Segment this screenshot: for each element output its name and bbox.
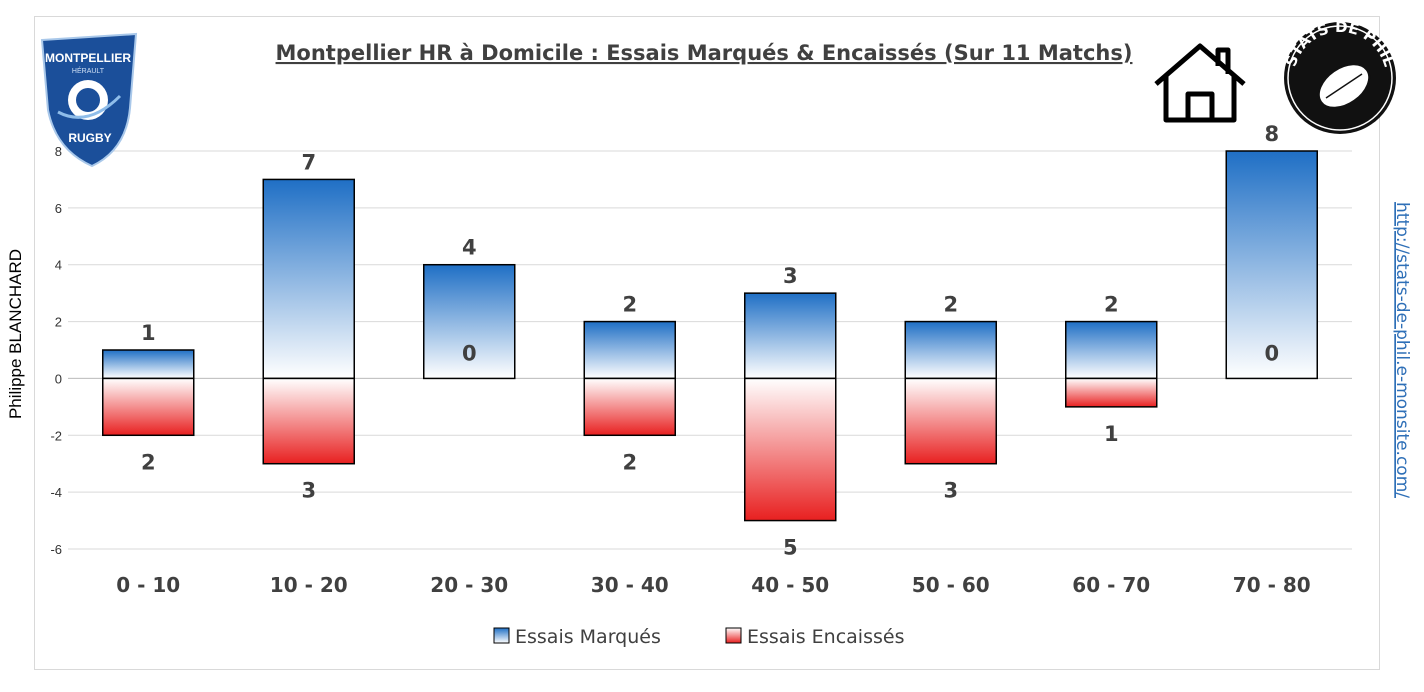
y-tick-label: -4: [50, 485, 62, 500]
bar-conceded: [583, 377, 676, 437]
legend-swatch-conceded: [725, 627, 742, 644]
x-category-label: 20 - 30: [430, 573, 508, 597]
x-category-label: 0 - 10: [116, 573, 180, 597]
bar-scored: [102, 349, 195, 380]
gridlines: [68, 150, 1352, 550]
legend-swatch-scored: [493, 627, 510, 644]
y-tick-label: 2: [55, 315, 62, 330]
data-label-scored: 8: [1264, 122, 1279, 146]
y-tick-label: -2: [50, 428, 62, 443]
data-label-scored: 1: [141, 321, 156, 345]
data-labels: 1 2 7 3 4 0 2 2 3 5 2 3 2 1 8 0: [141, 122, 1279, 560]
y-tick-label: -6: [50, 542, 62, 557]
bar-conceded: [1065, 377, 1158, 408]
house-icon: [1154, 43, 1246, 123]
data-label-conceded: 0: [1264, 341, 1279, 365]
website-link[interactable]: http://stats-de-phil.e-monsite.com/: [1392, 202, 1412, 498]
data-label-conceded: 3: [301, 479, 316, 503]
bars: [102, 150, 1318, 522]
data-label-scored: 7: [301, 150, 316, 174]
y-axis-ticks: 8 6 4 2 0 -2 -4 -6: [50, 144, 62, 557]
y-tick-label: 6: [55, 201, 62, 216]
x-category-label: 50 - 60: [912, 573, 990, 597]
data-label-conceded: 2: [622, 450, 637, 474]
x-category-label: 70 - 80: [1233, 573, 1311, 597]
bar-scored: [583, 320, 676, 380]
y-tick-label: 0: [55, 371, 62, 386]
y-tick-label: 8: [55, 144, 62, 159]
x-category-label: 60 - 70: [1072, 573, 1150, 597]
legend-label-conceded: Essais Encaissés: [747, 626, 904, 648]
data-label-scored: 2: [622, 293, 637, 317]
bar-conceded: [102, 377, 195, 437]
bar-scored: [1065, 320, 1158, 380]
bar-conceded: [904, 377, 997, 465]
x-category-label: 40 - 50: [751, 573, 829, 597]
club-logo-mid-text: HÉRAULT: [72, 66, 105, 75]
bar-conceded: [262, 377, 355, 465]
chart-title: Montpellier HR à Domicile : Essais Marqu…: [276, 41, 1133, 65]
data-label-scored: 2: [943, 293, 958, 317]
data-label-conceded: 5: [783, 536, 798, 560]
legend-label-scored: Essais Marqués: [515, 626, 661, 648]
bar-conceded: [744, 377, 837, 522]
stats-de-phil-logo: STATS DE PHIL: [1282, 18, 1398, 134]
x-category-label: 10 - 20: [270, 573, 348, 597]
data-label-scored: 3: [783, 264, 798, 288]
data-label-scored: 2: [1104, 293, 1119, 317]
club-logo: MONTPELLIER HÉRAULT RUGBY: [40, 32, 138, 168]
bar-scored: [1225, 150, 1318, 380]
y-tick-label: 4: [55, 258, 62, 273]
club-logo-bottom-text: RUGBY: [68, 131, 111, 145]
data-label-conceded: 1: [1104, 422, 1119, 446]
bar-scored: [262, 178, 355, 380]
data-label-conceded: 0: [462, 341, 477, 365]
x-category-label: 30 - 40: [591, 573, 669, 597]
bar-scored: [423, 263, 516, 380]
club-logo-top-text: MONTPELLIER: [45, 51, 131, 65]
data-label-scored: 4: [462, 236, 477, 260]
x-axis-categories: 0 - 10 10 - 20 20 - 30 30 - 40 40 - 50 50 - 6…: [116, 573, 1310, 597]
bar-scored: [744, 292, 837, 380]
data-label-conceded: 2: [141, 450, 156, 474]
bar-scored: [904, 320, 997, 380]
author-label: Philippe BLANCHARD: [6, 249, 25, 419]
data-label-conceded: 3: [943, 479, 958, 503]
legend: Essais Marqués Essais Encaissés: [493, 626, 904, 648]
